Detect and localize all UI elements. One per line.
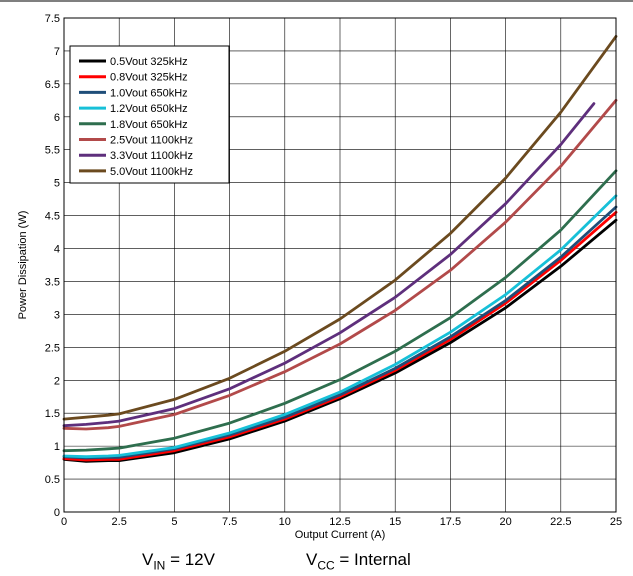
y-tick-label-15: 7.5 [45,13,60,25]
legend-label-7: 5.0Vout 1100kHz [110,166,193,178]
y-tick-label-0: 0 [54,507,60,519]
x-tick-label-9: 22.5 [550,516,571,528]
vcc-symbol: V [306,550,318,569]
legend-label-6: 3.3Vout 1100kHz [110,150,193,162]
vcc-value: = Internal [334,550,411,569]
x-tick-label-10: 25 [610,516,622,528]
legend-label-2: 1.0Vout 650kHz [110,87,188,99]
x-axis-title: Output Current (A) [295,529,385,541]
series-line-5 [62,98,618,431]
legend-label-3: 1.2Vout 650kHz [110,103,188,115]
y-tick-labels: 0 0.5 1 1.5 2 2.5 3 3.5 4 4.5 5 5.5 6 6.5 7 7.5 [45,13,60,519]
plot-frame [63,17,617,513]
x-tick-labels: 0 2.5 5 7.5 10 12.5 15 17.5 20 22.5 25 [61,516,622,528]
vcc-condition: VCC = Internal [306,550,411,572]
x-tick-label-4: 10 [279,516,291,528]
series-line-6 [62,102,596,428]
y-tick-label-9: 4.5 [45,211,60,223]
x-tick-label-6: 15 [389,516,401,528]
x-tick-label-8: 20 [499,516,511,528]
vin-condition: VIN = 12V [142,550,215,572]
top-border [0,0,633,2]
legend: 0.5Vout 325kHz 0.8Vout 325kHz 1.0Vout 650k… [69,45,230,184]
y-tick-label-5: 2.5 [45,342,60,354]
y-tick-label-12: 6 [54,112,60,124]
x-tick-label-7: 17.5 [440,516,461,528]
y-tick-label-8: 4 [54,244,60,256]
legend-label-4: 1.8Vout 650kHz [110,119,188,131]
x-tick-label-5: 12.5 [329,516,350,528]
x-tick-label-2: 5 [171,516,177,528]
series-lines [62,35,618,463]
y-axis-title: Power Dissipation (W) [17,211,29,320]
legend-label-5: 2.5Vout 1100kHz [110,135,193,147]
y-tick-label-2: 1 [54,441,60,453]
vin-symbol: V [142,550,154,569]
power-dissipation-chart: 0 2.5 5 7.5 10 12.5 15 17.5 20 22.5 25 00.511.522.… [17,13,622,541]
y-tick-label-6: 3 [54,309,60,321]
series-line-3 [62,194,618,459]
series-line-4 [62,169,618,453]
series-line-7 [62,35,618,421]
legend-label-1: 0.8Vout 325kHz [110,72,188,84]
y-tick-label-10: 5 [54,178,60,190]
vin-value: = 12V [165,550,215,569]
legend-label-0: 0.5Vout 325kHz [110,56,188,68]
y-tick-label-7: 3.5 [45,276,60,288]
vin-subscript: IN [153,558,166,573]
y-tick-label-4: 2 [54,375,60,387]
x-tick-label-0: 0 [61,516,67,528]
x-tick-label-3: 7.5 [222,516,237,528]
y-tick-label-11: 5.5 [45,145,60,157]
y-tick-label-14: 7 [54,46,60,58]
y-tick-label-13: 6.5 [45,79,60,91]
vcc-subscript: CC [317,558,335,573]
legend-box [69,45,230,184]
series-line-1 [62,210,618,462]
x-tick-label-1: 2.5 [112,516,127,528]
y-tick-label-3: 1.5 [45,408,60,420]
y-tick-label-1: 0.5 [45,474,60,486]
